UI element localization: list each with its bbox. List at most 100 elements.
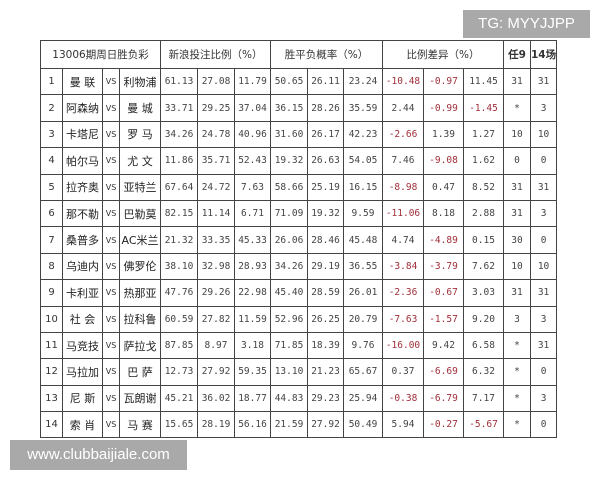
ratio-diff-cell: -0.97 xyxy=(423,67,464,96)
probability-cell: 13.10 xyxy=(270,358,308,386)
row-number: 1 xyxy=(40,67,63,96)
ren9-cell: 30 xyxy=(503,226,531,254)
probability-cell: 36.55 xyxy=(343,252,383,281)
watermark-bottom: www.clubbaijiale.com xyxy=(10,440,187,470)
probability-cell: 28.59 xyxy=(307,279,344,307)
sina-ratio-cell: 38.10 xyxy=(160,252,198,281)
ratio-diff-cell: 4.74 xyxy=(382,226,424,254)
ratio-diff-cell: -1.57 xyxy=(423,305,464,333)
sina-ratio-cell: 87.85 xyxy=(160,331,198,360)
sina-ratio-cell: 59.35 xyxy=(234,358,271,386)
vs-label: VS xyxy=(102,147,120,175)
row-number: 9 xyxy=(40,279,63,307)
away-team: 罗 马 xyxy=(119,120,161,149)
probability-cell: 31.60 xyxy=(270,120,308,149)
away-team: 拉科鲁 xyxy=(119,305,161,333)
table-row: 13 尼 斯 VS 瓦朗谢 45.21 36.02 18.77 44.83 29.23 25.94… xyxy=(40,384,558,413)
c14-cell: 31 xyxy=(529,331,558,360)
home-team: 马竞技 xyxy=(62,331,103,360)
ren9-cell: 31 xyxy=(503,67,531,96)
ratio-diff-cell: -6.69 xyxy=(423,358,464,386)
ren9-header: 任9 xyxy=(503,40,531,69)
ratio-diff-cell: -2.36 xyxy=(382,279,424,307)
header-row: 13006期周日胜负彩 新浪投注比例（%） 胜平负概率（%） 比例差异（%） 任… xyxy=(40,40,558,69)
row-number: 4 xyxy=(40,147,63,175)
away-team: 利物浦 xyxy=(119,67,161,96)
lottery-table: 13006期周日胜负彩 新浪投注比例（%） 胜平负概率（%） 比例差异（%） 任… xyxy=(40,40,558,439)
c14-cell: 31 xyxy=(529,279,558,307)
c14-cell: 3 xyxy=(529,94,558,122)
ratio-diff-cell: -16.00 xyxy=(382,331,424,360)
ren9-cell: 31 xyxy=(503,173,531,201)
ratio-diff-cell: 3.03 xyxy=(463,279,504,307)
probability-header: 胜平负概率（%） xyxy=(270,40,383,69)
sina-ratio-cell: 24.78 xyxy=(197,120,235,149)
ratio-diff-cell: -2.66 xyxy=(382,120,424,149)
sina-ratio-cell: 24.72 xyxy=(197,173,235,201)
ratio-diff-cell: -0.99 xyxy=(423,94,464,122)
probability-cell: 44.83 xyxy=(270,384,308,413)
sina-ratio-cell: 7.63 xyxy=(234,173,271,201)
home-team: 乌迪内 xyxy=(62,252,103,281)
ratio-diff-cell: 0.37 xyxy=(382,358,424,386)
ren9-cell: 10 xyxy=(503,120,531,149)
ratio-diff-cell: -8.98 xyxy=(382,173,424,201)
row-number: 14 xyxy=(40,411,63,439)
probability-cell: 28.46 xyxy=(307,226,344,254)
ren9-cell: * xyxy=(503,94,531,122)
ratio-diff-cell: 0.47 xyxy=(423,173,464,201)
sina-ratio-cell: 22.98 xyxy=(234,279,271,307)
table-row: 3 卡塔尼 VS 罗 马 34.26 24.78 40.96 31.60 26.17 42.23-… xyxy=(40,120,558,149)
ratio-diff-cell: -3.79 xyxy=(423,252,464,281)
row-number: 13 xyxy=(40,384,63,413)
probability-cell: 21.23 xyxy=(307,358,344,386)
table-title: 13006期周日胜负彩 xyxy=(40,40,161,69)
sina-ratio-cell: 27.92 xyxy=(197,358,235,386)
away-team: 巴 萨 xyxy=(119,358,161,386)
home-team: 那不勒 xyxy=(62,199,103,228)
sina-ratio-cell: 11.79 xyxy=(234,67,271,96)
sina-ratio-cell: 11.14 xyxy=(197,199,235,228)
away-team: 佛罗伦 xyxy=(119,252,161,281)
probability-cell: 29.19 xyxy=(307,252,344,281)
ratio-diff-cell: 9.20 xyxy=(463,305,504,333)
sina-ratio-cell: 32.98 xyxy=(197,252,235,281)
row-number: 10 xyxy=(40,305,63,333)
probability-cell: 65.67 xyxy=(343,358,383,386)
vs-label: VS xyxy=(102,279,120,307)
sina-ratio-cell: 40.96 xyxy=(234,120,271,149)
probability-cell: 34.26 xyxy=(270,252,308,281)
sina-ratio-cell: 27.08 xyxy=(197,67,235,96)
sina-ratio-cell: 56.16 xyxy=(234,411,271,439)
table-row: 2 阿森纳 VS 曼 城 33.71 29.25 37.04 36.15 28.26 35.59 2… xyxy=(40,94,558,122)
table-row: 6 那不勒 VS 巴勒莫 82.15 11.14 6.71 71.09 19.32 9.59 -11… xyxy=(40,199,558,228)
sina-ratio-cell: 28.19 xyxy=(197,411,235,439)
sina-ratio-cell: 34.26 xyxy=(160,120,198,149)
probability-cell: 18.39 xyxy=(307,331,344,360)
probability-cell: 26.25 xyxy=(307,305,344,333)
ren9-cell: * xyxy=(503,384,531,413)
ratio-diff-cell: -0.27 xyxy=(423,411,464,439)
ren9-cell: 31 xyxy=(503,279,531,307)
probability-cell: 35.59 xyxy=(343,94,383,122)
probability-cell: 26.17 xyxy=(307,120,344,149)
c14-cell: 0 xyxy=(529,226,558,254)
probability-cell: 71.09 xyxy=(270,199,308,228)
probability-cell: 29.23 xyxy=(307,384,344,413)
sina-ratio-cell: 45.21 xyxy=(160,384,198,413)
probability-cell: 19.32 xyxy=(307,199,344,228)
ratio-diff-cell: -4.89 xyxy=(423,226,464,254)
probability-cell: 25.94 xyxy=(343,384,383,413)
row-number: 12 xyxy=(40,358,63,386)
home-team: 索 肖 xyxy=(62,411,103,439)
c14-cell: 3 xyxy=(529,305,558,333)
probability-cell: 42.23 xyxy=(343,120,383,149)
vs-label: VS xyxy=(102,331,120,360)
table-row: 5 拉齐奥 VS 亚特兰 67.64 24.72 7.63 58.66 25.19 16.15 -8… xyxy=(40,173,558,201)
ren9-cell: * xyxy=(503,411,531,439)
probability-cell: 54.05 xyxy=(343,147,383,175)
home-team: 卡利亚 xyxy=(62,279,103,307)
home-team: 帕尔马 xyxy=(62,147,103,175)
probability-cell: 26.63 xyxy=(307,147,344,175)
vs-label: VS xyxy=(102,94,120,122)
